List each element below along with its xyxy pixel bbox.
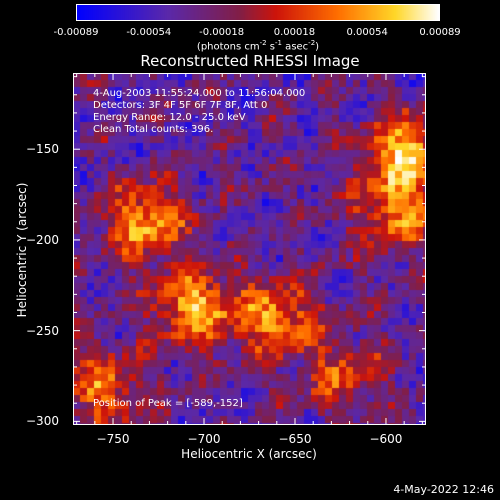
y-tick-label: −150: [26, 142, 59, 157]
plot-frame: [73, 73, 426, 425]
x-tick-label: −750: [96, 432, 130, 446]
y-tick-label: −300: [26, 414, 59, 429]
colorbar-tick-label: -0.00089: [53, 27, 99, 38]
chart-title: Reconstructed RHESSI Image: [140, 52, 360, 70]
heatmap-image: [73, 73, 426, 425]
x-axis-label: Heliocentric X (arcsec): [181, 447, 317, 461]
annotation-method: Clean Total counts: 396.: [93, 124, 214, 135]
x-tick-label: −650: [278, 432, 312, 446]
colorbar-tick-label: -0.00054: [126, 27, 172, 38]
colorbar-tick-label: 0.00018: [273, 27, 316, 38]
x-tick-label: −600: [369, 432, 403, 446]
colorbar-tick-label: 0.00054: [346, 27, 388, 38]
y-tick-label: −250: [26, 323, 59, 338]
y-tick-label: −200: [26, 232, 59, 247]
plot-border: [73, 73, 426, 425]
annotation-detectors: Detectors: 3F 4F 5F 6F 7F 8F, Att 0: [93, 100, 268, 111]
colorbar-tick-label: 0.00089: [419, 27, 461, 38]
annotation-energy-range: Energy Range: 12.0 - 25.0 keV: [93, 112, 246, 123]
colorbar-tick-label: -0.00018: [199, 27, 245, 38]
colorbar-gradient: [76, 4, 440, 21]
x-tick-label: −700: [187, 432, 221, 446]
colorbar: [76, 4, 440, 21]
plot-area: 4-Aug-2003 11:55:24.000 to 11:56:04.000 …: [73, 73, 426, 425]
annotation-time-range: 4-Aug-2003 11:55:24.000 to 11:56:04.000: [93, 88, 306, 99]
annotation-peak-position: Position of Peak = [-589,-152]: [93, 398, 243, 409]
y-axis-label: Heliocentric Y (arcsec): [15, 182, 29, 318]
timestamp: 4-May-2022 12:46: [393, 483, 494, 496]
colorbar-label: (photons cm-2 s-1 asec-2): [196, 39, 320, 53]
